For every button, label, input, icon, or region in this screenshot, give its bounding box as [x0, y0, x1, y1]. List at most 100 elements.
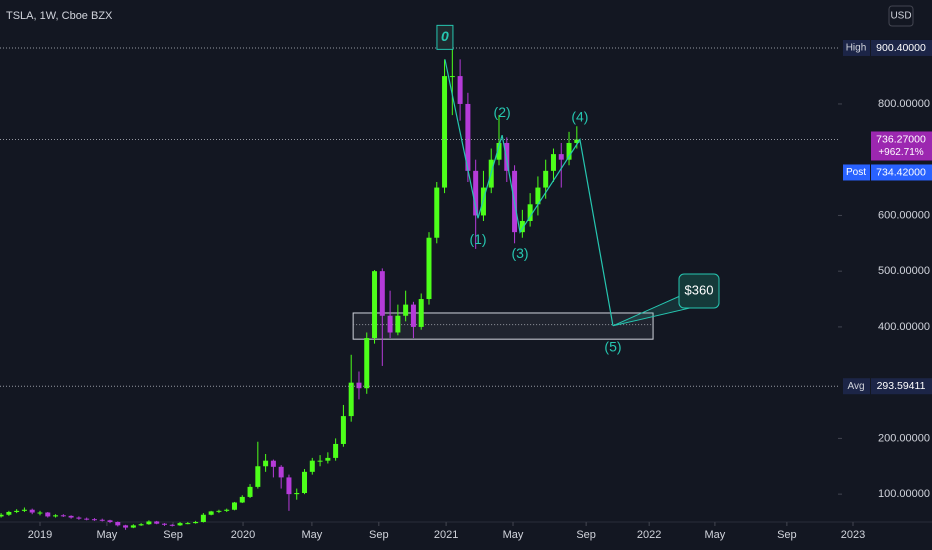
candle-body: [426, 237, 432, 300]
candle-body: [247, 486, 253, 497]
candle-body: [224, 509, 230, 511]
candle-body: [29, 509, 35, 513]
candle-body: [364, 338, 370, 389]
symbol: TSLA, 1W, Cboe BZX: [6, 10, 113, 22]
candle-body: [0, 514, 4, 517]
candle-body: [14, 510, 20, 512]
wave-label: (5): [604, 339, 621, 355]
x-tick-label: Sep: [163, 529, 183, 541]
y-tick-label: 200.00000: [878, 432, 930, 444]
wave-label-box: [436, 24, 454, 50]
candle-body: [21, 509, 27, 511]
candle-body: [270, 460, 276, 467]
candle-body: [527, 204, 533, 222]
y-tick-label: 800.00000: [878, 98, 930, 110]
candle-body: [410, 304, 416, 327]
last-price: 736.27000: [876, 133, 926, 145]
candle-body: [91, 519, 97, 521]
candle-body: [216, 510, 222, 512]
price-value-box: [871, 39, 932, 56]
candle-body: [566, 142, 572, 160]
candle-body: [442, 76, 448, 188]
last-price-box: [871, 131, 932, 161]
candle-body: [286, 477, 292, 495]
x-tick-label: Sep: [369, 529, 389, 541]
candle-body: [6, 511, 12, 515]
price-value: 900.40000: [876, 42, 926, 54]
candle-body: [99, 519, 105, 521]
post-value-box: [871, 164, 932, 181]
candle-body: [169, 524, 175, 526]
candle-body: [239, 496, 245, 503]
candle-body: [45, 512, 51, 517]
zone: [352, 312, 654, 340]
candle-body: [154, 521, 160, 524]
y-tick-label: 600.00000: [878, 209, 930, 221]
candle-body: [115, 522, 121, 526]
wave-label: (3): [511, 245, 528, 261]
candle-body: [278, 466, 284, 478]
wave-label: (2): [494, 104, 511, 120]
candle-body: [449, 76, 455, 78]
x-tick-label: May: [705, 529, 726, 541]
callout-box: [678, 273, 720, 309]
post-tag-box: [843, 164, 870, 181]
candle-body: [68, 515, 74, 518]
candle-body: [403, 304, 409, 316]
candle-body: [558, 154, 564, 160]
wave-label: (4): [571, 108, 588, 124]
price-tag-box: [843, 378, 870, 395]
candle-body: [146, 521, 152, 525]
x-tick-label: May: [97, 529, 118, 541]
currency[interactable]: USD: [890, 11, 911, 22]
candle-body: [60, 515, 66, 517]
y-tick-label: 400.00000: [878, 321, 930, 333]
x-tick-label: 2020: [231, 529, 255, 541]
candle-body: [418, 299, 424, 327]
candle-body: [465, 103, 471, 171]
wave-line: [444, 59, 614, 326]
candle-body: [76, 517, 82, 519]
candle-body: [325, 457, 331, 461]
candle-body: [395, 315, 401, 333]
candle-body: [333, 443, 339, 458]
price-tag: Avg: [847, 381, 864, 392]
post-tag: Post: [846, 167, 866, 178]
candle-body: [255, 466, 261, 487]
candle-body: [434, 187, 440, 238]
wave-label: (1): [469, 231, 486, 247]
candle-body: [200, 514, 206, 522]
candle-body: [519, 221, 525, 233]
callout-text: $360: [685, 282, 714, 297]
price-value: 293.59411: [877, 380, 926, 392]
candle-body: [123, 525, 129, 528]
candle-body: [574, 139, 580, 143]
candle-body: [356, 382, 362, 389]
x-tick-label: May: [503, 529, 524, 541]
candle-body: [302, 471, 308, 494]
candle-body: [372, 271, 378, 339]
candle-body: [208, 511, 214, 515]
y-tick-label: 500.00000: [878, 265, 930, 277]
candle-body: [177, 523, 183, 526]
candle-body: [161, 523, 167, 525]
candle-body: [457, 76, 463, 104]
y-tick-label: 100.00000: [878, 488, 930, 500]
price-value-box: [871, 378, 932, 395]
candle-body: [138, 524, 144, 526]
candle-body: [53, 515, 59, 517]
candle-body: [379, 271, 385, 316]
currency-button[interactable]: [888, 5, 914, 27]
wave-label: 0: [441, 28, 449, 44]
x-tick-label: Sep: [576, 529, 596, 541]
candle-body: [37, 512, 43, 514]
candle-body: [294, 493, 300, 495]
candle-body: [496, 142, 502, 160]
candle-body: [231, 502, 237, 510]
candle-body: [473, 170, 479, 216]
candle-body: [84, 518, 90, 520]
candle-body: [185, 523, 191, 525]
candle-body: [107, 520, 113, 522]
